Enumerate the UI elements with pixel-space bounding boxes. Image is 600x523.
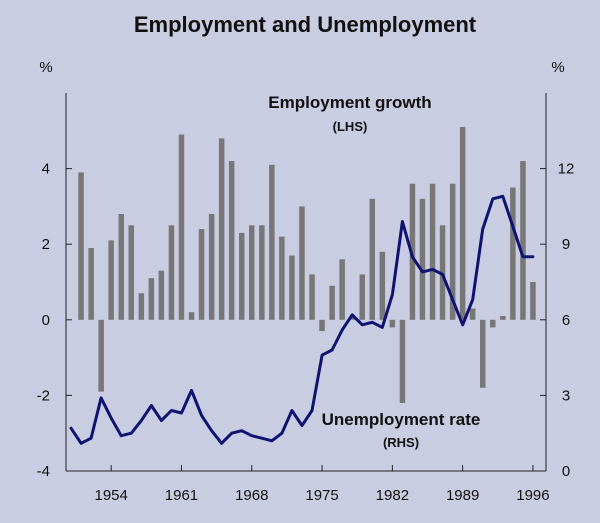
x-tick-label-1954: 1954 [95, 487, 128, 504]
employment-growth-bar-1962 [188, 312, 195, 320]
employment-growth-bar-1957 [138, 293, 145, 320]
employment-growth-bar-1977 [339, 259, 345, 320]
employment-growth-bar-1980 [369, 198, 375, 320]
unemployment-rate-axis-note: (RHS) [383, 435, 419, 450]
right-tick-label-6: 6 [562, 312, 570, 329]
employment-growth-bar-1986 [429, 183, 436, 320]
employment-growth-bar-1965 [218, 138, 225, 320]
right-tick-label-3: 3 [562, 387, 570, 404]
left-tick-label-2: 2 [42, 236, 50, 253]
right-axis-unit: % [551, 59, 564, 76]
employment-growth-bar-1981 [379, 251, 386, 320]
left-tick-label--2: -2 [37, 387, 50, 404]
employment-growth-bar-1974 [309, 274, 315, 320]
left-axis-unit: % [39, 59, 52, 76]
employment-growth-bar-1958 [148, 278, 155, 320]
employment-growth-bar-1972 [289, 255, 295, 320]
employment-growth-bar-1954 [108, 240, 114, 320]
x-tick-label-1996: 1996 [516, 487, 549, 504]
right-tick-label-0: 0 [562, 463, 570, 480]
right-tick-label-12: 12 [558, 161, 575, 178]
employment-growth-bar-1979 [359, 274, 365, 320]
x-tick-label-1968: 1968 [235, 487, 268, 504]
x-tick-label-1989: 1989 [446, 487, 479, 504]
employment-growth-bar-1961 [178, 134, 185, 320]
employment-growth-bar-1973 [299, 206, 305, 320]
employment-growth-bar-1952 [88, 248, 94, 320]
employment-growth-bar-1991 [480, 319, 486, 388]
right-tick-label-9: 9 [562, 236, 570, 253]
left-tick-label--4: -4 [37, 463, 50, 480]
employment-growth-bar-1988 [449, 183, 456, 320]
employment-growth-bar-1996 [530, 282, 536, 320]
employment-growth-bar-1953 [98, 319, 104, 392]
employment-growth-bar-1966 [228, 161, 235, 320]
employment-growth-bar-1959 [158, 270, 165, 320]
employment-growth-bar-1983 [399, 319, 406, 403]
employment-growth-bar-1993 [500, 316, 506, 320]
left-tick-label-0: 0 [42, 312, 50, 329]
employment-growth-label: Employment growth [268, 93, 431, 112]
employment-growth-bar-1994 [510, 187, 516, 320]
employment-growth-bar-1970 [269, 164, 275, 320]
employment-growth-bar-1967 [239, 232, 245, 320]
employment-growth-bar-1985 [419, 198, 426, 320]
employment-growth-bar-1964 [208, 214, 215, 320]
employment-growth-bar-1995 [520, 161, 526, 320]
employment-growth-bar-1978 [349, 316, 355, 320]
employment-growth-bar-1969 [259, 225, 265, 320]
employment-growth-bar-1956 [128, 225, 134, 320]
left-tick-label-4: 4 [42, 161, 50, 178]
unemployment-rate-label: Unemployment rate [322, 410, 481, 429]
employment-growth-bar-1982 [389, 319, 396, 328]
employment-growth-bar-1960 [168, 225, 175, 320]
employment-growth-bar-1975 [319, 319, 325, 332]
employment-growth-bar-1951 [78, 172, 84, 320]
employment-growth-bars [78, 127, 536, 403]
employment-growth-bar-1955 [118, 214, 124, 320]
employment-growth-bar-1971 [279, 236, 285, 320]
employment-growth-bar-1992 [490, 319, 496, 328]
employment-growth-bar-1987 [439, 225, 446, 320]
employment-growth-axis-note: (LHS) [333, 119, 368, 134]
chart-axes: -4 -2 0 2 4 0 3 6 9 12 1954 1961 1968 1975 1982 1989 199… [37, 93, 575, 504]
x-tick-label-1961: 1961 [165, 487, 198, 504]
employment-growth-bar-1990 [469, 308, 476, 320]
chart-title: Employment and Unemployment [134, 12, 477, 37]
employment-growth-bar-1989 [459, 127, 466, 320]
unemployment-rate-line [69, 194, 535, 445]
employment-growth-bar-1968 [249, 225, 255, 320]
x-tick-label-1975: 1975 [305, 487, 338, 504]
employment-growth-bar-1963 [198, 229, 205, 320]
x-tick-label-1982: 1982 [376, 487, 409, 504]
unemployment-rate-line-group [69, 194, 535, 445]
employment-growth-bar-1976 [329, 285, 335, 320]
